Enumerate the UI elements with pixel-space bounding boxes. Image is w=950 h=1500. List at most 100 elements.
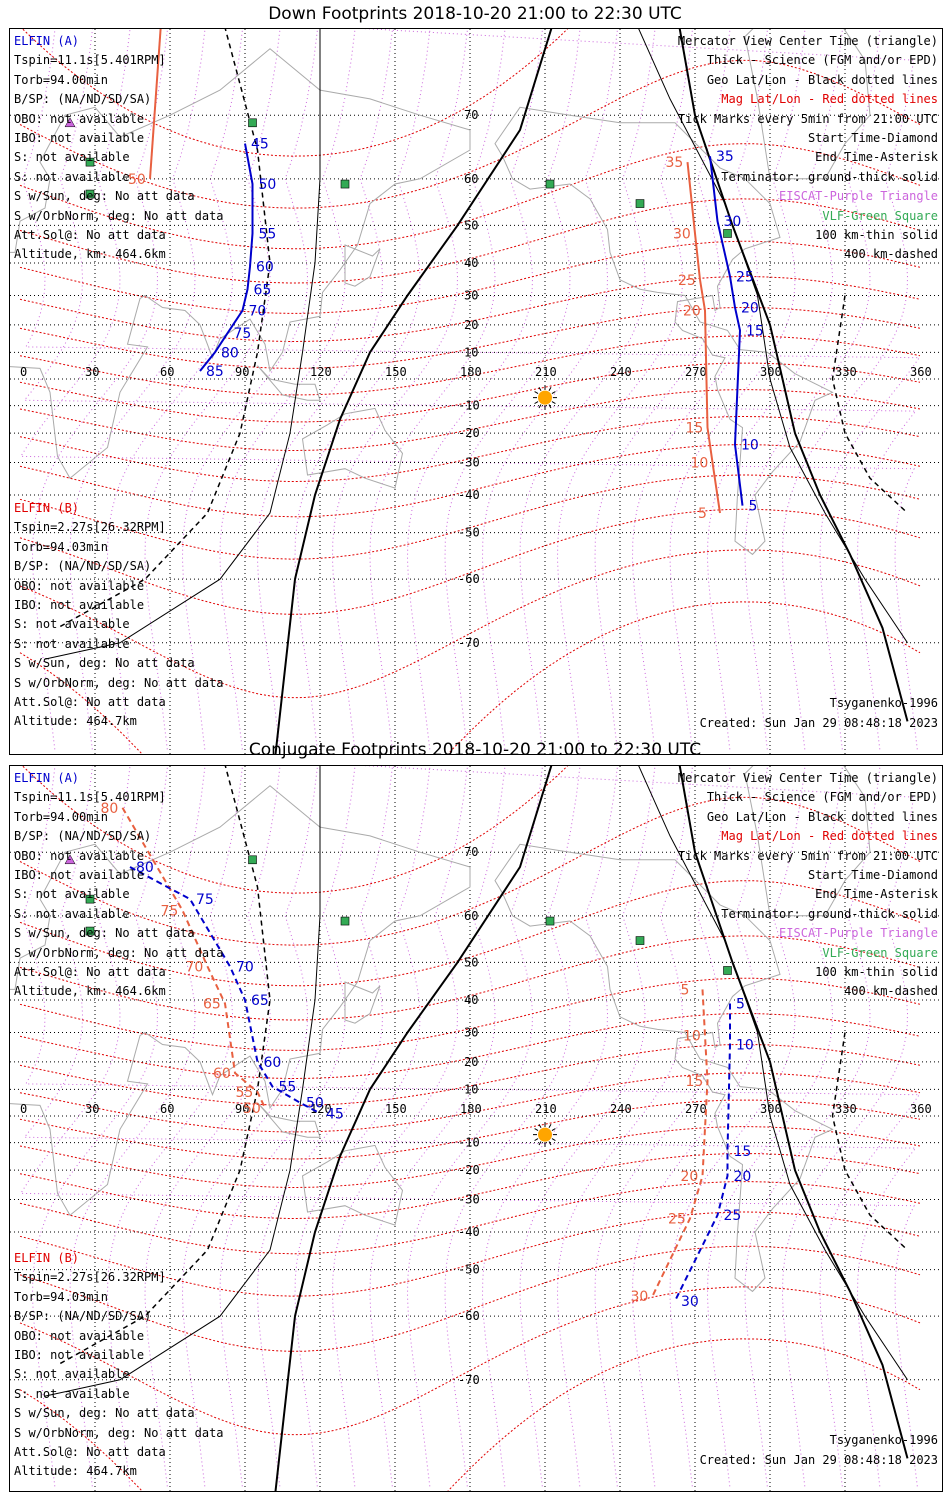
coastline <box>344 244 381 287</box>
coastline <box>744 766 871 917</box>
legend: Mercator View Center Time (triangle) Thic… <box>678 769 938 1002</box>
info-line: Tspin=2.27s[26.32RPM] <box>14 1270 166 1285</box>
lon-tick-label: 180 <box>460 365 482 379</box>
track-tick-label: 60 <box>168 29 186 33</box>
sun-ray <box>548 1141 552 1146</box>
track-tick-label: 35 <box>716 149 734 165</box>
info-line: S w/OrbNorm, deg: No att data <box>14 1425 224 1440</box>
legend-item: Geo Lat/Lon - Black dotted lines <box>706 72 938 87</box>
info-line: OBO: not available <box>14 848 145 863</box>
sun-ray <box>548 1123 552 1128</box>
altitude-400km-curve <box>57 29 271 629</box>
vlf-station-icon <box>248 855 257 865</box>
eiscat-triangle-icon <box>64 854 76 865</box>
mag-meridian <box>481 766 619 1487</box>
elfin-b-info: ELFIN (B) Tspin=2.27s[26.32RPM] Torb=94.03… <box>14 1249 224 1482</box>
map-panel-down: 0 30 60 90 120 150 180 210 240 270 300 330 360 70 60 50… <box>9 28 943 755</box>
track-tick-label: 5 <box>749 499 758 515</box>
coastline <box>10 785 471 1216</box>
track-tick-label: 65 <box>251 993 269 1009</box>
info-line: S w/OrbNorm, deg: No att data <box>14 675 224 690</box>
track-tick-label: 60 <box>256 259 274 275</box>
lat-tick-label: -50 <box>458 1263 480 1277</box>
mag-parallel <box>19 1072 921 1133</box>
coastline <box>344 981 381 1024</box>
vlf-station-icon <box>340 916 350 926</box>
info-line: B/SP: (NA/ND/SD/SA) <box>14 559 152 574</box>
sun-ray <box>538 386 542 391</box>
track-tick-label: 10 <box>683 1029 701 1045</box>
info-line: Att.Sol@: No att data <box>14 1444 166 1459</box>
track-tick-label: 50 <box>243 1101 261 1117</box>
info-line: Torb=94.00min <box>14 809 108 824</box>
altitude-400km-curve <box>57 766 271 1366</box>
mag-meridian <box>294 29 431 750</box>
legend-item: 100 km-thin solid <box>815 964 938 979</box>
track-tick-label: 80 <box>221 345 239 361</box>
lon-tick-label: 360 <box>910 365 932 379</box>
lon-tick-label: 120 <box>310 365 332 379</box>
track-tick-label: 20 <box>681 1169 699 1185</box>
track-tick-label: 25 <box>724 1208 742 1224</box>
lat-tick-label: -30 <box>458 1192 480 1206</box>
info-line: IBO: not available <box>14 1347 145 1362</box>
lat-tick-label: -10 <box>458 399 480 413</box>
lat-tick-label: 30 <box>464 289 478 303</box>
legend-item: VLF-Green Square <box>822 945 938 960</box>
track-tick-label: 15 <box>686 421 704 437</box>
legend-item: 100 km-thin solid <box>815 227 938 242</box>
track-tick-label: 50 <box>306 1096 324 1112</box>
coastline <box>494 106 834 556</box>
track-tick-label: 15 <box>746 323 764 339</box>
track-tick-label: 30 <box>673 226 691 242</box>
track-tick-label: 75 <box>196 892 214 908</box>
vlf-station-icon <box>85 926 95 936</box>
mag-parallel <box>19 1211 921 1297</box>
lat-tick-label: -60 <box>458 572 480 586</box>
track-tick-label: 15 <box>686 1074 704 1090</box>
track-tick-label: 65 <box>203 996 221 1012</box>
track-tick-label: 30 <box>724 214 742 230</box>
mag-meridian <box>369 766 506 1487</box>
coastline <box>744 29 871 180</box>
terminator-curve <box>274 29 553 754</box>
vlf-station-icon <box>248 118 257 128</box>
info-line: Altitude: 464.7km <box>14 1464 137 1479</box>
legend-item: Terminator: ground-thick solid <box>721 169 938 184</box>
legend-item: Start Time-Diamond <box>807 130 938 145</box>
lat-tick-label: -40 <box>458 1225 480 1239</box>
mag-parallel <box>19 1181 921 1255</box>
track-tick-label: 25 <box>736 270 754 286</box>
lat-tick-label: 50 <box>464 218 478 232</box>
map-panel-conjugate: 0 30 60 90 120 150 180 210 240 270 300 330 360 70 60 50… <box>9 765 943 1492</box>
info-line: OBO: not available <box>14 111 145 126</box>
vlf-station-icon <box>723 966 732 975</box>
legend-item: Mag Lat/Lon - Red dotted lines <box>721 829 938 844</box>
track-b2 <box>686 161 721 514</box>
track-b <box>121 807 266 1109</box>
mag-meridian <box>294 766 431 1487</box>
sun-ray <box>548 386 552 391</box>
info-line: IBO: not available <box>14 130 145 145</box>
legend-item: Mercator View Center Time (triangle) <box>677 34 938 48</box>
info-line: S: not available <box>14 150 130 165</box>
legend-item: Start Time-Diamond <box>807 867 938 882</box>
mag-parallel <box>19 335 921 396</box>
legend-item: 400 km-dashed <box>844 984 938 999</box>
footprint-map: 0 30 60 90 120 150 180 210 240 270 300 330 360 70 60 50… <box>10 766 942 1491</box>
terminator-curve <box>678 766 909 1459</box>
track-tick-label: 10 <box>741 438 759 454</box>
elfin-a-info: ELFIN (A) Tspin=11.1s[5.401RPM] Torb=94.00… <box>14 32 224 265</box>
altitude-100km-curve <box>44 29 321 660</box>
track-tick-label: 45 <box>251 137 269 153</box>
info-line: OBO: not available <box>14 1328 145 1343</box>
lat-tick-label: 40 <box>464 993 478 1007</box>
sun-ray <box>551 391 556 395</box>
legend-item: Tick Marks every 5min from 21:00 UTC <box>677 848 938 863</box>
elfin-a-info: ELFIN (A) Tspin=11.1s[5.401RPM] Torb=94.00… <box>14 769 224 1002</box>
track-tick-label: 75 <box>161 903 179 919</box>
info-line: Altitude, km: 464.6km <box>14 247 166 262</box>
info-line: S: not available <box>14 887 130 902</box>
info-line: Altitude, km: 464.6km <box>14 984 166 999</box>
mag-meridian <box>22 766 921 1487</box>
